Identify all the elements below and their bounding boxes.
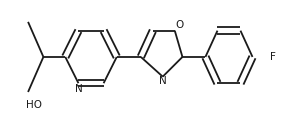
Text: N: N bbox=[159, 76, 167, 86]
Text: F: F bbox=[270, 52, 276, 62]
Text: N: N bbox=[75, 84, 82, 94]
Text: HO: HO bbox=[26, 100, 42, 110]
Text: O: O bbox=[176, 20, 184, 30]
